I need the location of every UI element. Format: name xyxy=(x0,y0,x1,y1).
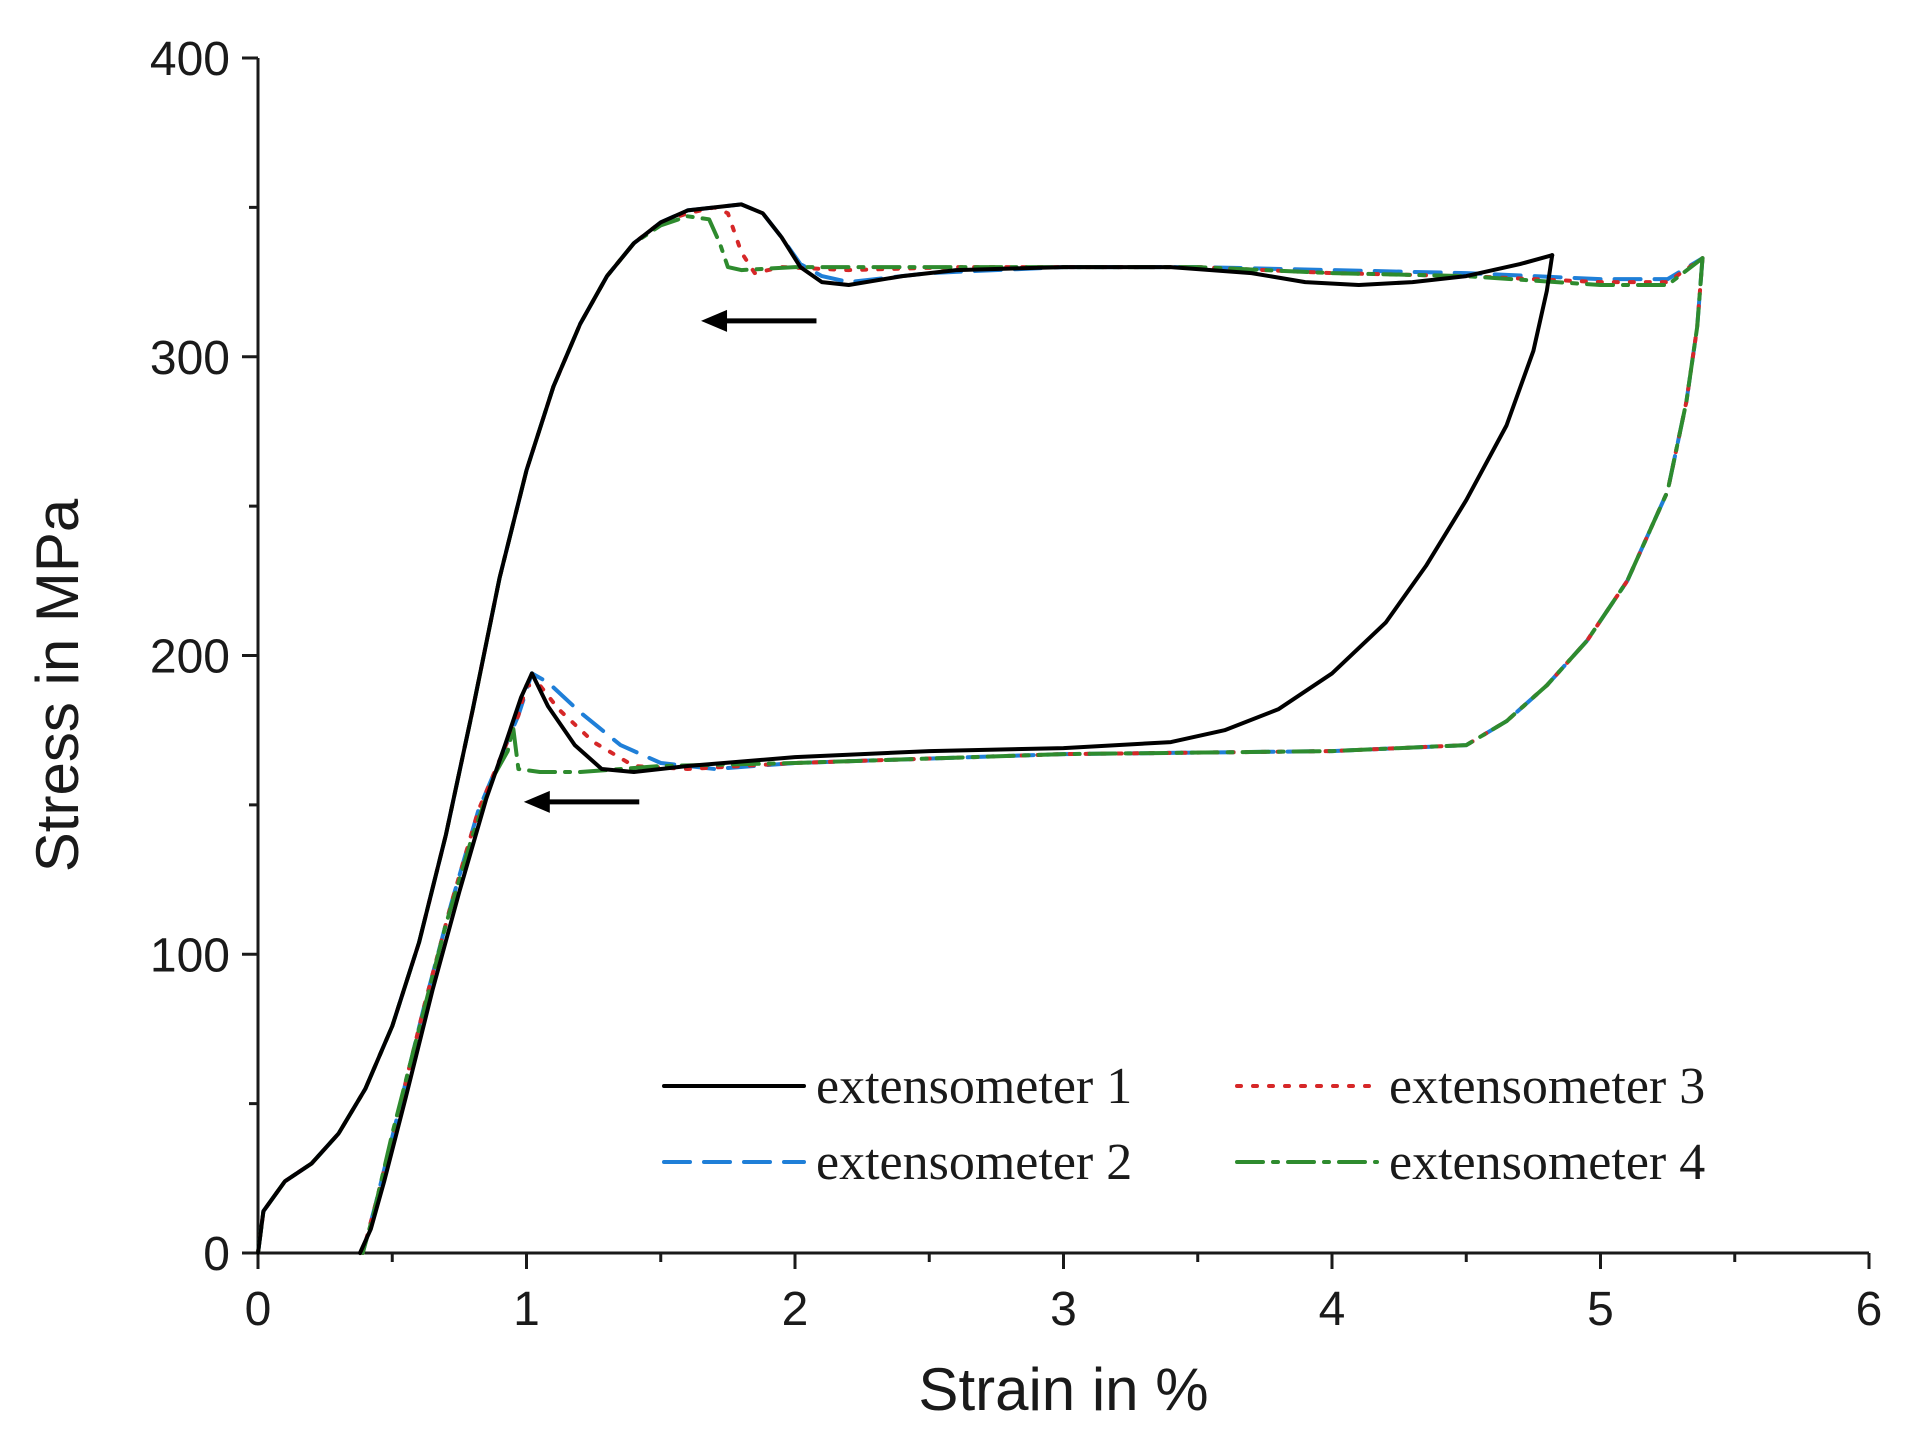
y-tick-label: 0 xyxy=(203,1228,230,1281)
legend: extensometer 1 extensometer 2 extensometer… xyxy=(662,1058,1705,1191)
x-tick-label: 3 xyxy=(1050,1283,1077,1336)
annotation-layer xyxy=(523,309,817,813)
arrow-head xyxy=(701,309,728,332)
x-tick-label: 1 xyxy=(513,1283,540,1336)
axes: 0 1 2 3 4 5 6 0 100 200 300 400 xyxy=(150,33,1882,1336)
legend-label-2: extensometer 2 xyxy=(816,1134,1132,1191)
series-line-loading xyxy=(256,202,1555,1255)
legend-label-3: extensometer 3 xyxy=(1389,1058,1705,1115)
x-tick-label: 0 xyxy=(245,1283,272,1336)
series-1 xyxy=(256,202,1555,1255)
series-line-unloading xyxy=(358,253,1555,1255)
series-layer xyxy=(256,202,1705,1255)
legend-label-4: extensometer 4 xyxy=(1389,1134,1705,1191)
x-tick-label: 2 xyxy=(782,1283,809,1336)
y-axis-title: Stress in MPa xyxy=(24,498,91,872)
x-tick-label: 6 xyxy=(1856,1283,1883,1336)
x-tick-label: 4 xyxy=(1319,1283,1346,1336)
y-tick-label: 400 xyxy=(150,33,230,86)
x-axis-title: Strain in % xyxy=(918,1356,1208,1423)
y-tick-label: 100 xyxy=(150,929,230,982)
arrow-head xyxy=(523,790,550,813)
legend-label-1: extensometer 1 xyxy=(816,1058,1132,1115)
x-tick-label: 5 xyxy=(1587,1283,1614,1336)
y-tick-label: 300 xyxy=(150,332,230,385)
y-tick-label: 200 xyxy=(150,631,230,684)
